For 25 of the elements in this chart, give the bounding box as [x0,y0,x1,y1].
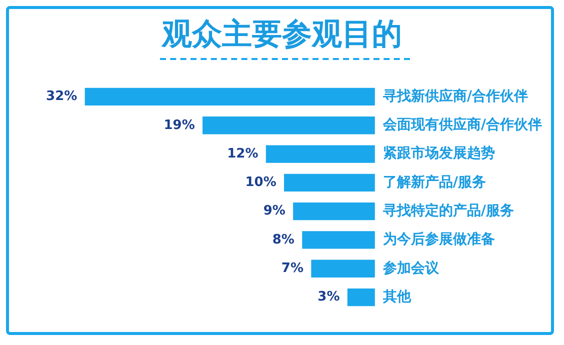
data-label: 3% [318,290,340,305]
bar [266,145,375,163]
bar [284,174,375,192]
data-label: 10% [245,175,276,190]
y-tick-label: 了解新产品/服务 [382,173,486,190]
bar [202,116,375,134]
data-label: 7% [281,261,304,276]
y-tick-label: 为今后参展做准备 [382,230,495,248]
bar [84,88,375,106]
bar [293,202,375,220]
data-label: 32% [46,89,78,104]
y-tick-label: 紧跟市场发展趋势 [382,144,495,162]
bar [347,288,375,306]
bar [311,260,375,278]
y-tick-label: 寻找特定的产品/服务 [382,202,514,219]
data-label: 8% [272,232,294,248]
data-label: 9% [263,204,286,219]
y-tick-label: 其他 [382,288,412,305]
y-tick-label: 寻找新供应商/合作伙伴 [382,87,528,104]
y-tick-label: 参加会议 [382,259,440,276]
data-label: 12% [227,146,258,162]
bar [302,231,375,249]
data-label: 19% [164,118,195,133]
chart-title: 观众主要参观目的 [160,16,403,54]
y-tick-label: 会面现有供应商/合作伙伴 [382,116,542,134]
